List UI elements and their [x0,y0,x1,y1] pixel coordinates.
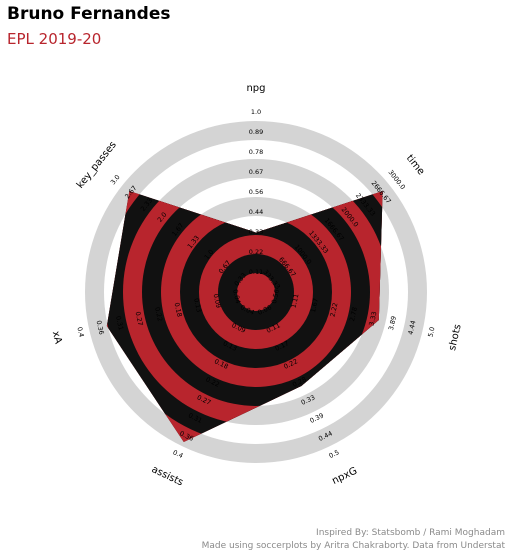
tick-label: 0.04 [231,288,242,304]
tick-label: 0.44 [249,208,263,216]
tick-label: 0.09 [211,293,222,309]
tick-label: 4.44 [406,320,417,336]
ring-band-player [237,273,275,311]
tick-label: 0.18 [172,302,183,318]
param-label-xA: xA [50,330,64,345]
tick-label: 0.36 [95,320,106,336]
tick-label: 0.13 [192,297,203,313]
tick-label: 0.4 [172,448,185,460]
tick-label: 0.67 [249,168,263,176]
tick-label: 1.0 [251,108,261,116]
tick-label: 2.22 [328,302,339,318]
tick-label: 0.5 [328,448,341,460]
tick-label: 0.11 [249,268,263,276]
tick-label: 0.22 [153,306,164,322]
tick-label: 0.4 [75,326,85,338]
tick-label: 0.89 [249,128,263,136]
param-label-assists: assists [150,464,185,489]
param-label-npxG: npxG [330,466,359,487]
credit-inspired: Inspired By: Statsbomb / Rami Moghadam [316,528,505,538]
tick-label: 2.78 [348,306,359,322]
tick-label: 1.11 [289,293,300,309]
param-label-time: time [404,153,427,178]
credit-made-using: Made using soccerplots by Aritra Chakrab… [201,541,505,551]
tick-label: 0.56 [270,288,281,304]
tick-label: 1.67 [309,297,320,313]
tick-label: 0.56 [249,188,263,196]
param-label-shots: shots [447,323,464,352]
tick-label: 3.89 [387,315,398,331]
tick-label: 0.27 [133,311,144,327]
chart-title: Bruno Fernandes [7,4,171,24]
tick-label: 3.33 [367,311,378,327]
tick-label: 0.78 [249,148,263,156]
chart-subtitle: EPL 2019-20 [7,30,102,48]
tick-label: 5.0 [426,326,436,338]
tick-label: 0.22 [249,248,263,256]
param-label-npg: npg [246,83,265,94]
tick-label: 0.31 [114,315,125,331]
tick-label: 0.33 [249,228,263,236]
